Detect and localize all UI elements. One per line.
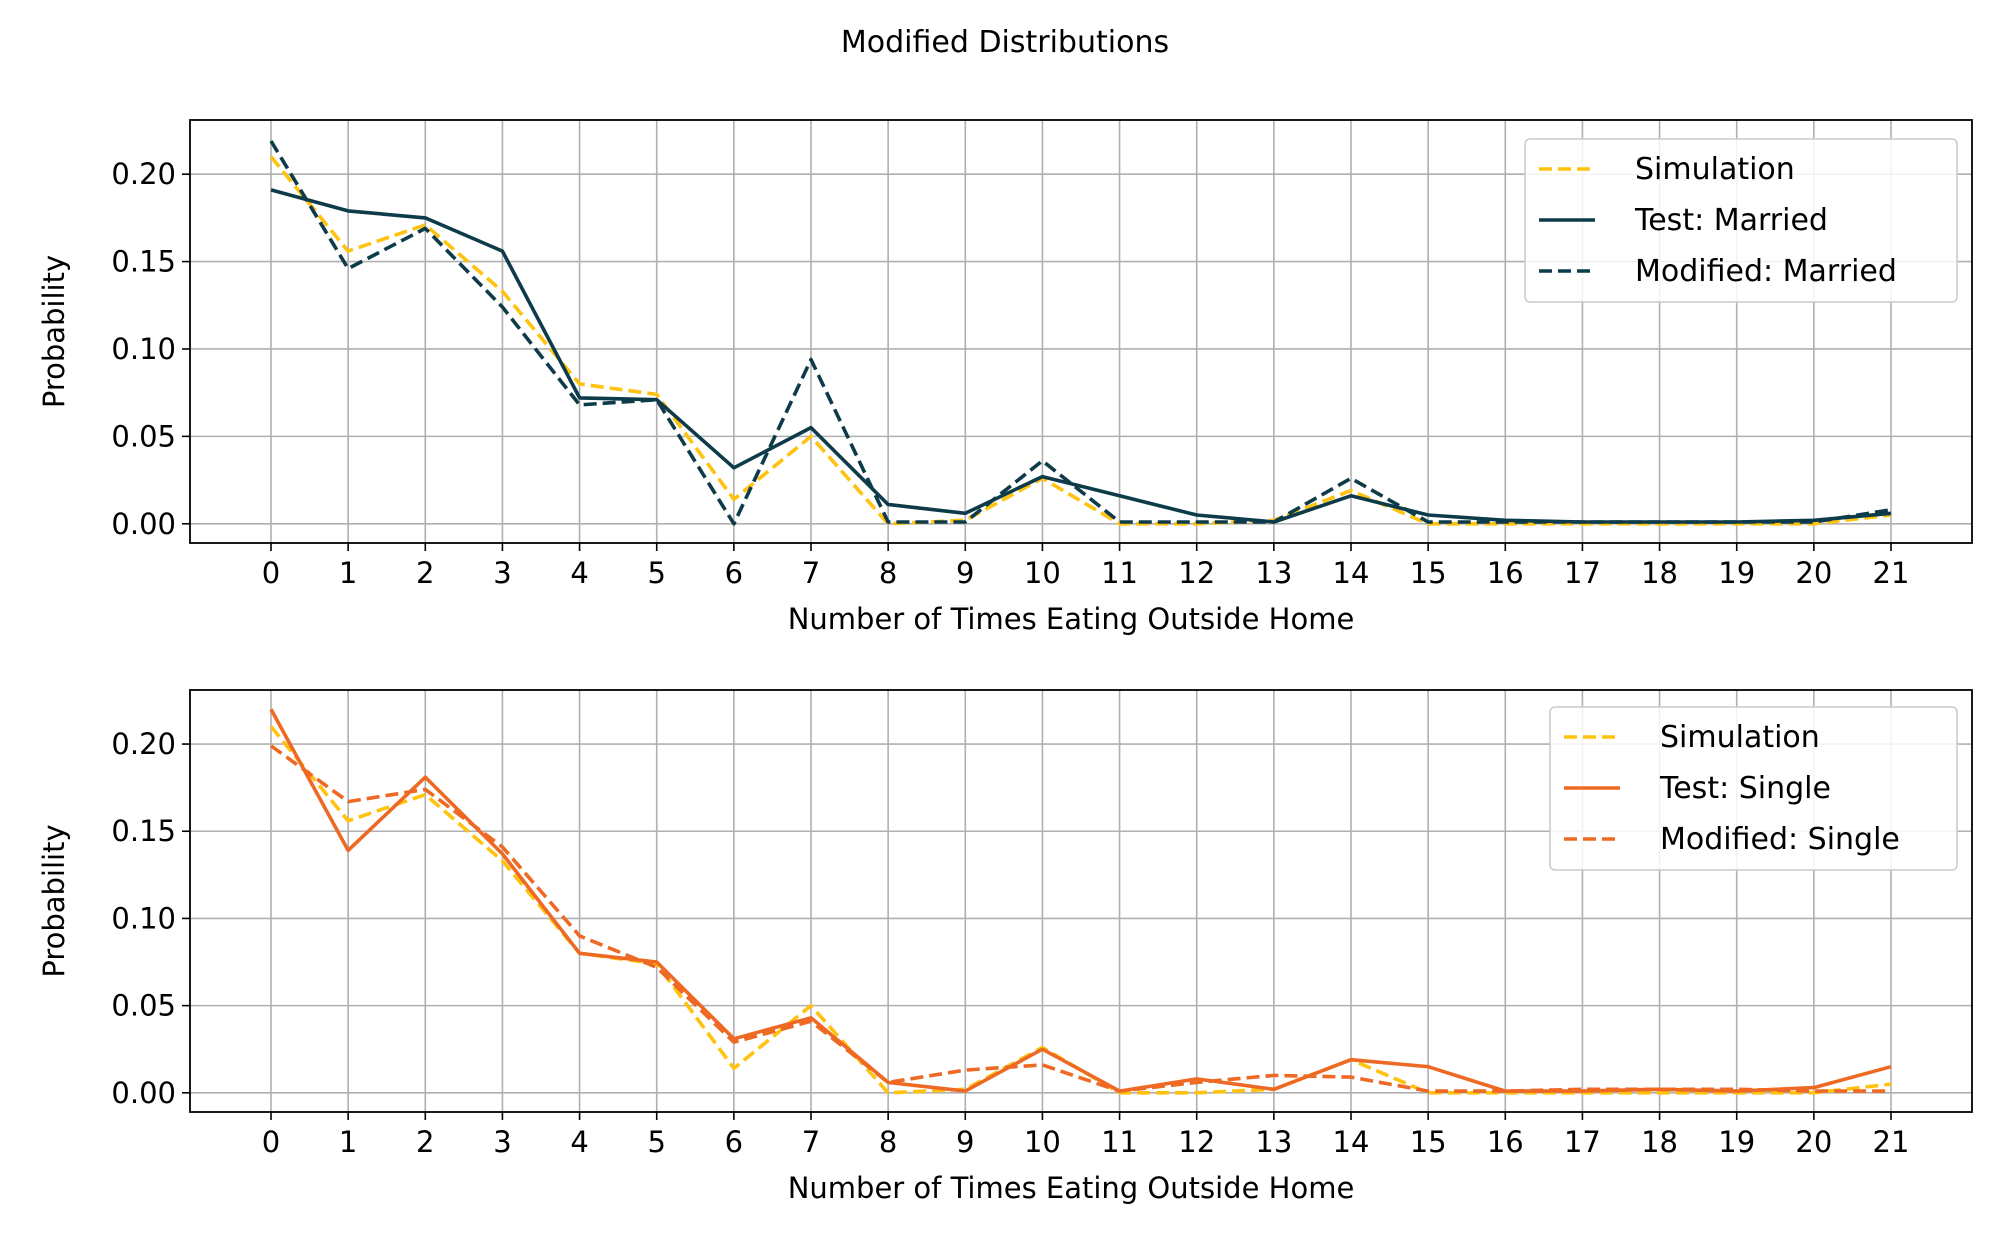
y-axis-label: Probability bbox=[37, 824, 71, 977]
x-tick-label: 15 bbox=[1410, 556, 1447, 590]
x-tick-label: 6 bbox=[725, 556, 743, 590]
y-tick-label: 0.00 bbox=[111, 507, 176, 541]
x-tick-label: 3 bbox=[493, 556, 511, 590]
series-line-modified-married bbox=[269, 140, 1892, 526]
x-tick-label: 21 bbox=[1873, 556, 1910, 590]
x-tick-label: 0 bbox=[262, 556, 280, 590]
axes-frame bbox=[189, 119, 1973, 544]
series-line-simulation bbox=[269, 725, 1892, 1095]
x-tick-label: 21 bbox=[1873, 1125, 1910, 1159]
x-tick-label: 9 bbox=[956, 1125, 974, 1159]
x-tick-label: 12 bbox=[1178, 556, 1215, 590]
y-axis-label: Probability bbox=[37, 255, 71, 408]
x-tick-label: 1 bbox=[339, 556, 357, 590]
x-tick-label: 2 bbox=[416, 556, 434, 590]
legend-label: Test: Married bbox=[1634, 203, 1828, 238]
x-tick-label: 20 bbox=[1795, 556, 1832, 590]
y-tick-label: 0.10 bbox=[111, 901, 176, 935]
legend: Simulation Test: Single Modified: Single bbox=[1549, 706, 1958, 871]
x-tick-label: 8 bbox=[879, 1125, 897, 1159]
x-tick-label: 4 bbox=[570, 556, 588, 590]
bottom-subplot: 0 1 2 3 4 5 6 7 8 9 10 11 12 13 14 15 16 17 18 19 20 210.000.… bbox=[37, 689, 1973, 1205]
x-tick-label: 19 bbox=[1718, 1125, 1755, 1159]
x-tick-label: 7 bbox=[802, 1125, 820, 1159]
x-tick-label: 19 bbox=[1718, 556, 1755, 590]
x-tick-label: 17 bbox=[1564, 1125, 1601, 1159]
x-tick-label: 1 bbox=[339, 1125, 357, 1159]
x-tick-label: 8 bbox=[879, 556, 897, 590]
x-axis-label: Number of Times Eating Outside Home bbox=[788, 602, 1355, 636]
legend-box bbox=[1549, 706, 1958, 871]
x-tick-label: 13 bbox=[1255, 1125, 1292, 1159]
top-subplot: 0 1 2 3 4 5 6 7 8 9 10 11 12 13 14 15 16 17 18 19 20 210.000.… bbox=[37, 119, 1973, 636]
figure-title: Modified Distributions bbox=[841, 25, 1169, 60]
x-tick-label: 13 bbox=[1255, 556, 1292, 590]
x-tick-label: 16 bbox=[1487, 556, 1524, 590]
legend: Simulation Test: Married Modified: Married bbox=[1524, 138, 1958, 303]
x-tick-label: 6 bbox=[725, 1125, 743, 1159]
legend-label: Modified: Married bbox=[1635, 254, 1897, 289]
legend-label: Modified: Single bbox=[1660, 822, 1900, 857]
x-tick-label: 11 bbox=[1101, 556, 1138, 590]
x-tick-label: 16 bbox=[1487, 1125, 1524, 1159]
y-tick-label: 0.05 bbox=[111, 419, 176, 453]
x-tick-label: 3 bbox=[493, 1125, 511, 1159]
x-tick-label: 4 bbox=[570, 1125, 588, 1159]
axes-frame bbox=[189, 689, 1973, 1113]
legend-box bbox=[1524, 138, 1958, 303]
x-tick-label: 18 bbox=[1641, 1125, 1678, 1159]
y-tick-label: 0.15 bbox=[111, 814, 176, 848]
x-tick-label: 14 bbox=[1333, 1125, 1370, 1159]
series-line-test-single bbox=[269, 708, 1892, 1093]
x-tick-label: 5 bbox=[647, 556, 665, 590]
x-axis-label: Number of Times Eating Outside Home bbox=[788, 1171, 1355, 1205]
y-tick-label: 0.10 bbox=[111, 332, 176, 366]
x-tick-label: 18 bbox=[1641, 556, 1678, 590]
y-tick-label: 0.05 bbox=[111, 989, 176, 1023]
legend-label: Simulation bbox=[1660, 720, 1820, 755]
legend-label: Test: Single bbox=[1659, 771, 1831, 806]
y-tick-label: 0.00 bbox=[111, 1076, 176, 1110]
y-tick-label: 0.15 bbox=[111, 245, 176, 279]
x-tick-label: 15 bbox=[1410, 1125, 1447, 1159]
x-tick-label: 9 bbox=[956, 556, 974, 590]
x-tick-label: 0 bbox=[262, 1125, 280, 1159]
legend-label: Simulation bbox=[1635, 152, 1795, 187]
x-tick-label: 14 bbox=[1333, 556, 1370, 590]
x-tick-label: 17 bbox=[1564, 556, 1601, 590]
x-tick-label: 12 bbox=[1178, 1125, 1215, 1159]
x-tick-label: 10 bbox=[1024, 1125, 1061, 1159]
series-line-modified-single bbox=[269, 744, 1891, 1093]
x-tick-label: 20 bbox=[1795, 1125, 1832, 1159]
y-tick-label: 0.20 bbox=[111, 727, 176, 761]
x-tick-label: 5 bbox=[647, 1125, 665, 1159]
x-tick-label: 11 bbox=[1101, 1125, 1138, 1159]
x-tick-label: 10 bbox=[1024, 556, 1061, 590]
y-tick-label: 0.20 bbox=[111, 157, 176, 191]
x-tick-label: 2 bbox=[416, 1125, 434, 1159]
x-tick-label: 7 bbox=[802, 556, 820, 590]
